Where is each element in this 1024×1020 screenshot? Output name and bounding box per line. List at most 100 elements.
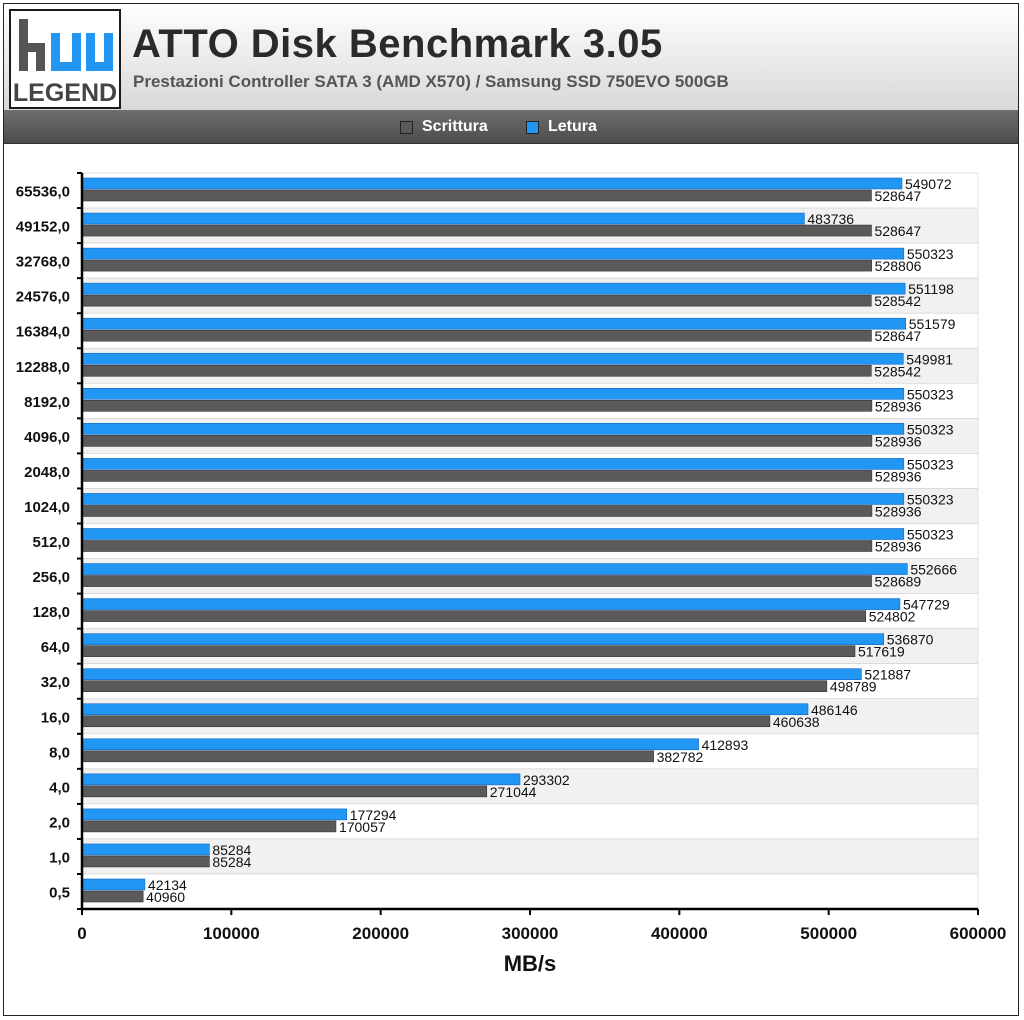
bar-write — [81, 505, 873, 517]
page-title: ATTO Disk Benchmark 3.05 — [132, 22, 663, 66]
category-label: 512,0 — [32, 534, 70, 551]
data-label-write: 528936 — [875, 468, 922, 484]
category-label: 4096,0 — [24, 429, 70, 446]
data-label-read: 85284 — [212, 842, 251, 858]
data-label-write: 528647 — [874, 223, 921, 239]
data-label-read: 483736 — [807, 211, 854, 227]
data-label-write: 528647 — [874, 188, 921, 204]
data-label-read: 549072 — [905, 176, 952, 192]
category-label: 32,0 — [41, 674, 70, 691]
bar-write — [81, 680, 828, 693]
category-label: 2048,0 — [24, 464, 70, 481]
bar-read — [81, 458, 905, 470]
category-label: 8,0 — [49, 744, 70, 761]
category-label: 2,0 — [49, 814, 70, 831]
category-label: 1,0 — [49, 849, 70, 866]
data-label-read: 42134 — [148, 877, 187, 893]
data-label-write: 528647 — [874, 328, 921, 344]
bar-read — [81, 317, 906, 330]
data-label-write: 528936 — [875, 503, 922, 519]
bar-write — [81, 750, 654, 763]
bar-write — [81, 575, 872, 587]
page-subtitle: Prestazioni Controller SATA 3 (AMD X570)… — [133, 72, 729, 91]
bar-read — [81, 493, 905, 505]
logo-text: LEGEND — [13, 79, 117, 107]
category-label: 4,0 — [49, 779, 70, 796]
category-label: 65536,0 — [16, 184, 70, 201]
data-label-read: 550323 — [907, 246, 954, 262]
logo-mark: LEGEND — [13, 19, 117, 107]
bar-read — [81, 843, 210, 856]
category-label: 64,0 — [41, 639, 70, 656]
bar-write — [81, 329, 872, 342]
category-label: 8192,0 — [24, 394, 70, 411]
data-label-write: 528936 — [875, 398, 922, 414]
bar-write — [81, 785, 488, 798]
data-label-read: 547729 — [903, 597, 950, 613]
bar-read — [81, 247, 905, 260]
bar-write — [81, 470, 873, 482]
bar-write — [81, 820, 337, 833]
data-label-write: 528542 — [874, 293, 921, 309]
data-label-write: 528936 — [875, 433, 922, 449]
bar-read — [81, 212, 805, 225]
bar-read — [81, 352, 904, 365]
legend-item-letura: Letura — [526, 118, 597, 136]
hwlegend-logo: LEGEND — [9, 9, 121, 109]
bar-write — [81, 224, 872, 237]
data-label-write: 528806 — [875, 258, 922, 274]
data-label-write: 498789 — [830, 679, 877, 695]
bar-read — [81, 563, 908, 575]
data-label-write: 517619 — [858, 644, 905, 660]
x-tick-label: 100000 — [203, 924, 260, 943]
bar-write — [81, 364, 872, 377]
data-label-write: 528689 — [875, 574, 922, 590]
category-label: 256,0 — [32, 569, 70, 586]
category-label: 128,0 — [32, 604, 70, 621]
data-label-read: 550323 — [907, 527, 954, 543]
data-label-write: 382782 — [657, 749, 704, 765]
data-label-read: 536870 — [887, 632, 934, 648]
bar-write — [81, 645, 856, 657]
data-label-read: 486146 — [811, 702, 858, 718]
x-tick-label: 400000 — [651, 924, 708, 943]
data-label-read: 551579 — [909, 316, 956, 332]
bar-read — [81, 598, 901, 610]
bar-read — [81, 177, 903, 190]
category-label: 24576,0 — [16, 289, 70, 306]
bar-write — [81, 294, 872, 307]
category-label: 49152,0 — [16, 219, 70, 236]
category-label: 1024,0 — [24, 499, 70, 516]
legend-label-scrittura: Scrittura — [422, 118, 488, 135]
bar-write — [81, 259, 872, 272]
header: LEGEND ATTO Disk Benchmark 3.05 Prestazi… — [4, 4, 1018, 111]
legend-item-scrittura: Scrittura — [400, 118, 488, 136]
bar-read — [81, 423, 905, 435]
x-tick-label: 500000 — [800, 924, 857, 943]
x-axis-title: MB/s — [504, 951, 557, 976]
category-label: 0,5 — [49, 885, 70, 902]
data-label-read: 412893 — [702, 737, 749, 753]
bar-write — [81, 610, 867, 622]
data-label-read: 551198 — [908, 281, 954, 297]
bar-read — [81, 668, 862, 681]
data-label-read: 177294 — [350, 807, 397, 823]
data-label-write: 40960 — [146, 889, 185, 905]
data-label-read: 521887 — [864, 667, 911, 683]
data-label-write: 528936 — [875, 539, 922, 555]
data-label-write: 85284 — [212, 854, 251, 870]
legend-label-letura: Letura — [548, 118, 597, 135]
data-label-write: 528542 — [874, 363, 921, 379]
bar-read — [81, 282, 906, 295]
bar-write — [81, 399, 873, 412]
data-label-read: 550323 — [907, 386, 954, 402]
plot-band — [81, 873, 979, 910]
bar-read — [81, 738, 699, 751]
bar-read — [81, 703, 809, 716]
bar-read — [81, 878, 146, 891]
data-label-read: 293302 — [523, 772, 570, 788]
bar-write — [81, 189, 872, 202]
legend-swatch-scrittura — [400, 120, 413, 134]
bar-write — [81, 435, 873, 447]
